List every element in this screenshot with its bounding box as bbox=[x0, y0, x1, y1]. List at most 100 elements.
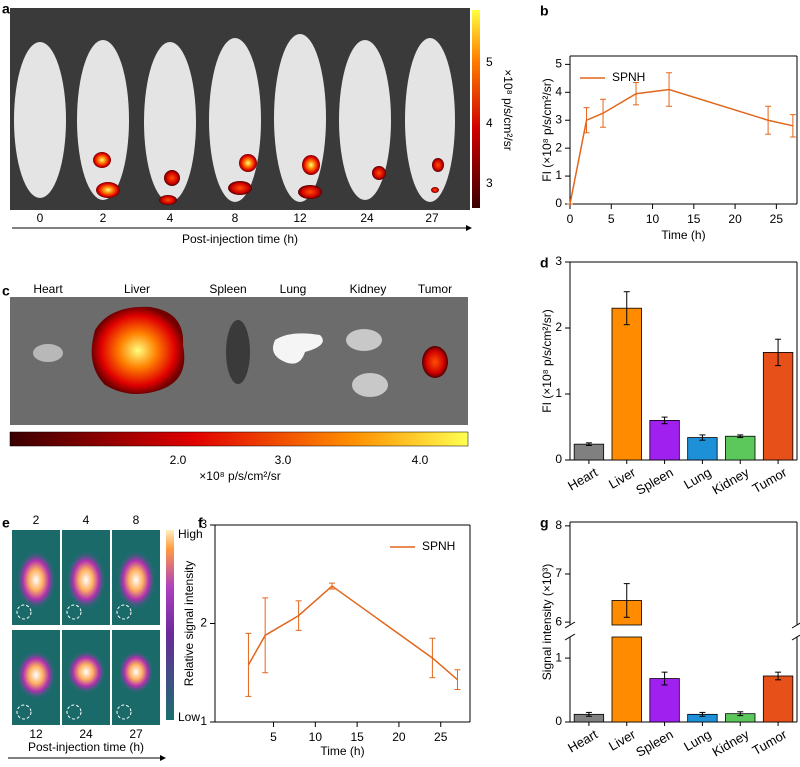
y-tick-label: 5 bbox=[555, 57, 562, 71]
colorbar-tick: 2.0 bbox=[170, 453, 187, 467]
organ bbox=[352, 373, 388, 397]
error-bar bbox=[585, 442, 592, 446]
colorbar bbox=[472, 10, 480, 208]
x-tick-label: Spleen bbox=[633, 465, 676, 498]
error-bar bbox=[623, 583, 630, 618]
y-tick-label: 1 bbox=[555, 168, 562, 182]
panel-label: d bbox=[540, 255, 549, 271]
bar bbox=[725, 435, 756, 461]
error-bar bbox=[245, 632, 252, 697]
x-tick-label: 5 bbox=[270, 730, 277, 744]
error-bar bbox=[737, 434, 744, 439]
y-tick-label: 7 bbox=[555, 566, 562, 580]
bar bbox=[762, 675, 794, 723]
y-tick-label: 1 bbox=[200, 714, 207, 728]
error-bar bbox=[633, 82, 640, 106]
y-axis-label: FI (×10⁸ p/s/cm²/sr) bbox=[540, 309, 554, 412]
axis-break bbox=[791, 634, 800, 641]
y-tick-label: 3 bbox=[555, 254, 562, 268]
error-bar bbox=[737, 711, 744, 717]
organ bbox=[33, 344, 63, 362]
time-label: 8 bbox=[232, 211, 239, 225]
time-label: 24 bbox=[79, 727, 93, 741]
bar bbox=[611, 636, 642, 723]
organ bbox=[226, 320, 250, 384]
organ-label: Spleen bbox=[209, 282, 246, 296]
error-bar bbox=[661, 416, 668, 425]
axis-break bbox=[564, 621, 576, 629]
bar bbox=[762, 352, 794, 461]
panel-label: a bbox=[2, 1, 10, 17]
x-tick-label: 15 bbox=[350, 730, 364, 744]
organ bbox=[422, 346, 448, 378]
y-axis-label: Signal intensity (×10³) bbox=[540, 564, 554, 680]
x-tick-label: 20 bbox=[728, 212, 742, 226]
bar bbox=[573, 443, 605, 461]
y-tick-label: 1 bbox=[555, 386, 562, 400]
panel-a: a 3 4 5 ×10⁸ p/s/cm²/sr 0 2 4 8 12 24 27… bbox=[2, 1, 515, 246]
y-tick-label: 1 bbox=[555, 650, 562, 664]
x-tick-label: 20 bbox=[392, 730, 406, 744]
panel-e: e 2 4 8 12 24 27 Post-injection time (h)… bbox=[2, 513, 203, 761]
x-tick-label: 25 bbox=[770, 212, 784, 226]
error-bar bbox=[699, 711, 706, 717]
error-bar bbox=[454, 669, 461, 690]
panel-label: e bbox=[2, 515, 10, 531]
axis-label: Post-injection time (h) bbox=[28, 740, 144, 754]
y-tick-label: 2 bbox=[555, 320, 562, 334]
colorbar-tick: 3.0 bbox=[275, 453, 292, 467]
organ-label: Liver bbox=[124, 282, 150, 296]
axis-break bbox=[791, 622, 800, 629]
error-bar bbox=[775, 338, 782, 367]
colorbar-tick: 3 bbox=[486, 176, 493, 190]
x-tick-label: 0 bbox=[567, 212, 574, 226]
error-bar bbox=[775, 671, 782, 681]
error-bar bbox=[583, 107, 590, 134]
legend-label: SPNH bbox=[422, 539, 455, 553]
time-label: 4 bbox=[83, 513, 90, 527]
y-tick-label: 8 bbox=[555, 518, 562, 532]
x-tick-label: Lung bbox=[681, 465, 714, 492]
time-label: 24 bbox=[360, 211, 374, 225]
y-tick-label: 3 bbox=[200, 517, 207, 531]
time-label: 12 bbox=[29, 727, 43, 741]
x-axis-label: Time (h) bbox=[320, 744, 364, 758]
panel-c: c Heart Liver Spleen Lung Kidney Tumor 2… bbox=[2, 282, 469, 483]
organ-label: Heart bbox=[33, 282, 63, 296]
y-tick-label: 3 bbox=[555, 112, 562, 126]
x-tick-label: Tumor bbox=[750, 726, 790, 758]
x-tick-label: Tumor bbox=[750, 464, 790, 496]
line bbox=[247, 585, 458, 681]
arrow-head bbox=[466, 225, 472, 231]
pa-images bbox=[12, 530, 160, 725]
x-tick-label: 10 bbox=[309, 730, 323, 744]
organ-label: Tumor bbox=[418, 282, 452, 296]
colorbar-unit: ×10⁸ p/s/cm²/sr bbox=[199, 469, 280, 483]
x-tick-label: Liver bbox=[606, 726, 638, 753]
y-tick-label: 0 bbox=[555, 452, 562, 466]
colorbar-tick: 4 bbox=[486, 116, 493, 130]
x-tick-label: 25 bbox=[434, 730, 448, 744]
time-label: 2 bbox=[33, 513, 40, 527]
bar bbox=[687, 437, 718, 461]
error-bar bbox=[329, 582, 336, 590]
colorbar bbox=[9, 431, 469, 447]
organ-label: Lung bbox=[280, 282, 307, 296]
organ bbox=[346, 329, 382, 351]
x-tick-label: Liver bbox=[606, 464, 638, 491]
x-tick-label: Kidney bbox=[710, 464, 752, 497]
arrow-head bbox=[160, 755, 166, 761]
colorbar-tick: 4.0 bbox=[412, 453, 429, 467]
y-tick-label: 6 bbox=[555, 614, 562, 628]
colorbar-tick: 5 bbox=[486, 55, 493, 69]
bar bbox=[649, 419, 680, 461]
colorbar-high: High bbox=[178, 527, 203, 541]
error-bar bbox=[429, 637, 436, 679]
error-bar bbox=[789, 114, 796, 138]
axis-label: Post-injection time (h) bbox=[182, 232, 298, 246]
error-bar bbox=[600, 98, 607, 128]
y-axis-label: Relative signal intensity bbox=[182, 561, 196, 686]
panel-label: b bbox=[540, 3, 549, 19]
x-tick-label: Kidney bbox=[710, 726, 752, 759]
